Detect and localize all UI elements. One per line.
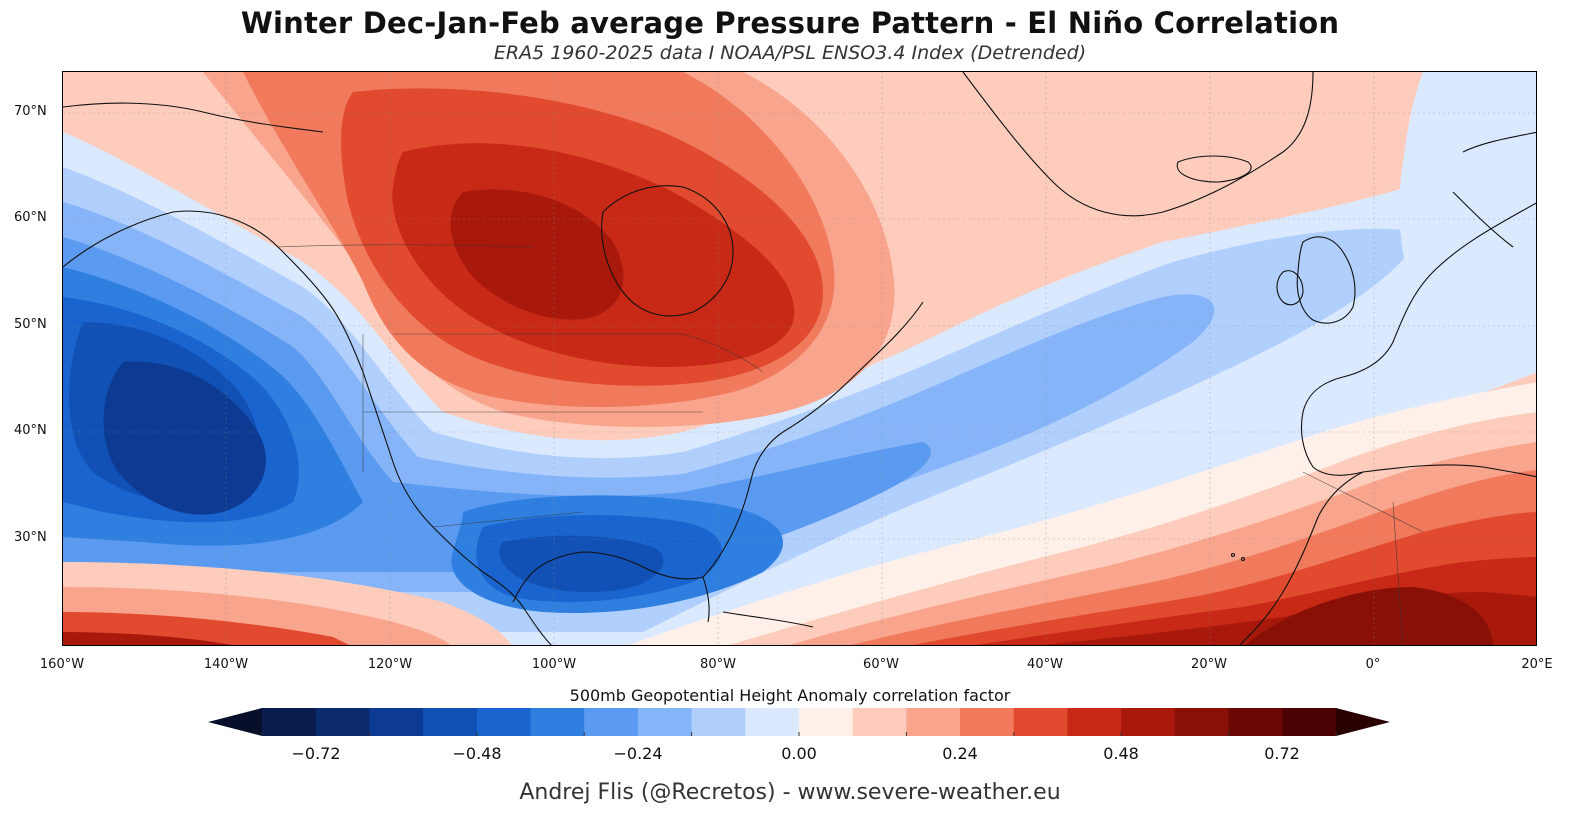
colorbar-segment [691,708,746,736]
lon-label-80w: 80°W [700,657,736,672]
colorbar-segment [423,708,478,736]
negative-field-europe [1399,72,1536,376]
graticule [63,72,1536,645]
colorbar-segment [906,708,961,736]
positive-field-africa [628,382,1536,645]
lon-label-20e: 20°E [1521,657,1553,672]
lat-label-50: 50°N [14,317,47,332]
coastlines [63,72,1536,645]
colorbar-tick-000: 0.00 [781,744,817,763]
colorbar-tick-072: 0.72 [1264,744,1300,763]
colorbar-segment [1013,708,1068,736]
lon-label-120w: 120°W [367,657,413,672]
colorbar-segment [530,708,585,736]
colorbar-under-arrow [208,708,262,736]
lon-label-0: 0° [1365,657,1381,672]
positive-field-pacific-south [63,562,512,645]
lat-label-70: 70°N [14,104,47,119]
colorbar-segment [960,708,1015,736]
lon-label-60w: 60°W [863,657,899,672]
colorbar-segment [637,708,693,736]
colorbar-segment [1282,708,1337,736]
colorbar-segment [852,708,907,736]
lat-label-40: 40°N [14,423,47,438]
lon-label-100w: 100°W [531,657,577,672]
lon-label-20w: 20°W [1191,657,1227,672]
negative-field [63,113,1536,645]
colorbar [208,708,1390,742]
colorbar-segment [1228,708,1283,736]
colorbar-tick-neg072: −0.72 [291,744,341,763]
lon-label-140w: 140°W [203,657,249,672]
colorbar-segment [1174,708,1230,736]
lat-label-30: 30°N [14,530,47,545]
colorbar-segment [476,708,531,736]
lon-label-160w: 160°W [39,657,85,672]
colorbar-segment [799,708,854,736]
colorbar-segment [369,708,424,736]
map-canvas [63,72,1536,645]
colorbar-svg [208,708,1390,736]
colorbar-segment [315,708,370,736]
colorbar-segment [1067,708,1122,736]
colorbar-tick-neg048: −0.48 [452,744,502,763]
colorbar-tick-neg024: −0.24 [613,744,663,763]
correlation-map [62,71,1537,646]
country-borders [277,244,1424,645]
colorbar-segment [1121,708,1176,736]
colorbar-label: 500mb Geopotential Height Anomaly correl… [569,686,1011,705]
colorbar-segment [584,708,639,736]
credit-line: Andrej Flis (@Recretos) - www.severe-wea… [519,780,1061,805]
lat-label-60: 60°N [14,210,47,225]
colorbar-segment [262,708,317,736]
lon-label-40w: 40°W [1027,657,1063,672]
colorbar-tick-024: 0.24 [942,744,978,763]
chart-subtitle: ERA5 1960-2025 data I NOAA/PSL ENSO3.4 I… [493,42,1087,64]
colorbar-over-arrow [1336,708,1390,736]
colorbar-tick-048: 0.48 [1103,744,1139,763]
colorbar-segment [745,708,800,736]
chart-title: Winter Dec-Jan-Feb average Pressure Patt… [240,6,1340,40]
